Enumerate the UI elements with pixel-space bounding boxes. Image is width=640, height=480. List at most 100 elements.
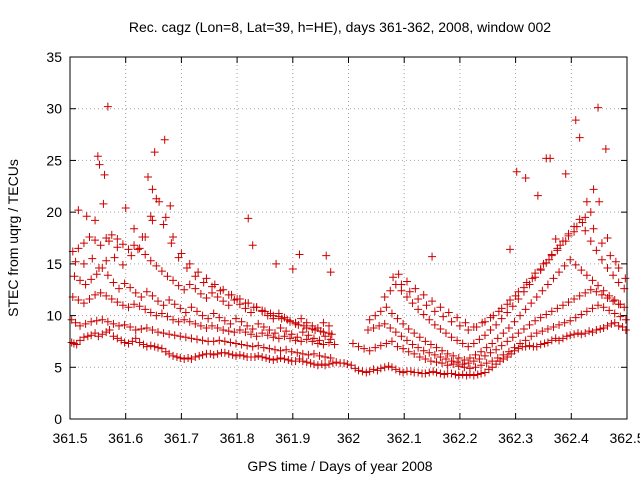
data-point — [146, 212, 155, 221]
data-point — [358, 367, 367, 376]
data-point — [592, 287, 601, 296]
data-point — [313, 361, 322, 370]
data-point — [79, 333, 88, 342]
data-point — [471, 350, 480, 359]
data-point — [582, 271, 591, 280]
data-point — [532, 292, 541, 301]
data-point — [616, 312, 625, 321]
data-point — [469, 339, 478, 348]
data-point — [589, 224, 598, 233]
data-point — [169, 315, 178, 324]
data-point — [309, 360, 318, 369]
data-point — [547, 336, 556, 345]
data-point — [444, 308, 453, 317]
data-point — [131, 334, 140, 343]
data-point — [512, 167, 521, 176]
data-point — [428, 297, 437, 306]
data-point — [321, 352, 330, 361]
data-point — [150, 342, 159, 351]
data-point — [316, 327, 325, 336]
data-point — [139, 340, 148, 349]
data-point — [408, 299, 417, 308]
data-point — [469, 371, 478, 380]
data-point — [429, 367, 438, 376]
data-point — [611, 257, 620, 266]
data-point — [441, 329, 450, 338]
data-point — [276, 323, 285, 332]
data-point — [494, 307, 503, 316]
data-point — [499, 329, 508, 338]
data-point — [597, 239, 606, 248]
data-point — [503, 300, 512, 309]
data-point — [451, 370, 460, 379]
data-point — [527, 332, 536, 341]
data-point — [209, 337, 218, 346]
data-point — [298, 349, 307, 358]
data-point — [588, 304, 597, 313]
data-point — [233, 295, 242, 304]
data-point — [298, 328, 307, 337]
data-point — [404, 325, 413, 334]
data-point — [282, 345, 291, 354]
data-point — [516, 339, 525, 348]
data-point — [594, 301, 603, 310]
data-point — [94, 263, 103, 272]
data-point — [274, 334, 283, 343]
data-point — [202, 274, 211, 283]
data-point — [369, 365, 378, 374]
data-point — [118, 260, 127, 269]
data-point — [578, 218, 587, 227]
data-point — [91, 290, 100, 299]
data-point — [547, 250, 556, 259]
data-point — [135, 244, 144, 253]
data-point — [130, 224, 139, 233]
data-point — [202, 323, 211, 332]
data-point — [453, 336, 462, 345]
data-point — [532, 329, 541, 338]
data-point — [196, 289, 205, 298]
data-point — [280, 332, 289, 341]
data-point — [555, 268, 564, 277]
data-point — [536, 265, 545, 274]
data-point — [343, 360, 352, 369]
data-point — [464, 326, 473, 335]
data-point — [616, 300, 625, 309]
data-point — [369, 323, 378, 332]
data-point — [538, 286, 547, 295]
data-point — [110, 253, 119, 262]
data-point — [536, 313, 545, 322]
data-point — [458, 339, 467, 348]
data-point — [348, 339, 357, 348]
data-point — [100, 170, 109, 179]
data-point — [118, 301, 127, 310]
data-point — [208, 282, 217, 291]
data-point — [455, 321, 464, 330]
data-point — [387, 337, 396, 346]
data-point — [425, 368, 434, 377]
data-point — [120, 320, 129, 329]
data-point — [533, 191, 542, 200]
data-point — [103, 317, 112, 326]
data-point — [326, 268, 335, 277]
data-point — [269, 356, 278, 365]
data-point — [96, 288, 105, 297]
data-point — [185, 317, 194, 326]
data-point — [387, 309, 396, 318]
data-point — [131, 326, 140, 335]
data-point — [376, 341, 385, 350]
data-point — [328, 359, 337, 368]
data-point — [228, 350, 237, 359]
data-point — [231, 339, 240, 348]
data-point — [94, 332, 103, 341]
data-point — [67, 338, 76, 347]
data-point — [107, 295, 116, 304]
data-point — [319, 340, 328, 349]
data-point — [87, 275, 96, 284]
data-point — [248, 342, 257, 351]
data-point — [181, 308, 190, 317]
data-point — [93, 152, 102, 161]
data-point — [291, 357, 300, 366]
x-tick-label: 362.4 — [554, 430, 589, 446]
data-point — [226, 319, 235, 328]
data-point — [319, 318, 328, 327]
